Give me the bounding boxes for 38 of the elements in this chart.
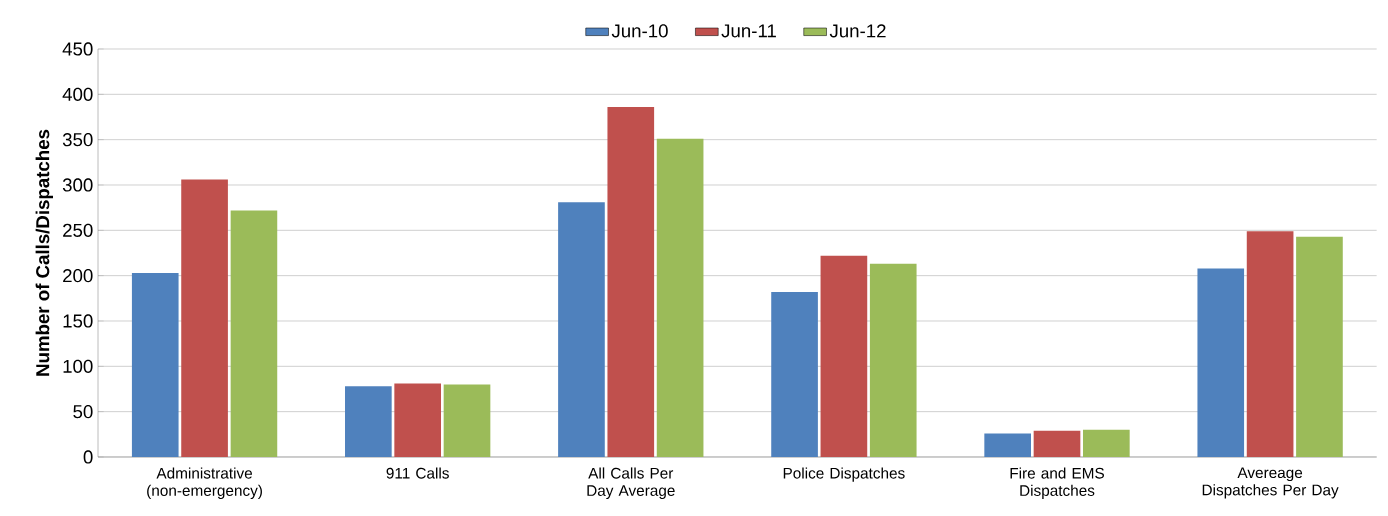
x-tick-label: 911 Calls [386,467,449,479]
y-tick-label: 100 [63,359,93,373]
bar [443,384,491,457]
legend-label: Jun-12 [829,24,886,38]
y-tick-label: 250 [63,223,93,237]
bar [820,255,868,457]
y-tick-label: 450 [62,42,93,56]
bar [230,210,278,457]
y-tick-label: 50 [73,405,93,419]
bar [394,383,442,457]
y-tick-label: 400 [62,87,93,101]
y-tick-label: 0 [83,450,93,464]
legend-label: Jun-10 [611,24,668,38]
bar [131,272,179,457]
x-tick-label: All Calls Per Day Average [587,467,675,500]
bar [558,202,605,457]
bar [1296,236,1343,457]
x-tick-label: Police Dispatches [783,467,905,482]
bar [345,386,392,457]
y-tick-label: 150 [63,314,93,328]
bar [656,138,704,457]
legend-label: Jun-11 [721,24,776,38]
bar [771,291,818,457]
y-axis-title: Number of Calls/Dispatches [35,129,53,376]
bar [607,107,655,457]
bar [869,263,917,457]
bar [984,433,1031,457]
bar [1246,231,1294,457]
y-tick-label: 350 [62,133,93,147]
bar [1033,430,1081,457]
bar [1083,429,1130,457]
bar [1197,268,1245,457]
bar [181,179,228,457]
y-tick-label: 300 [62,178,93,192]
y-tick-label: 200 [63,269,93,283]
x-tick-label: Avereage Dispatches Per Day [1202,467,1339,499]
x-tick-label: Fire and EMS Dispatches [1010,467,1104,500]
x-tick-label: Administrative (non-emergency) [147,467,262,500]
